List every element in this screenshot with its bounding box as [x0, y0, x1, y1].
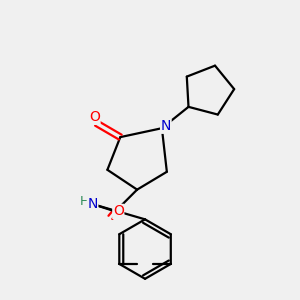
Text: N: N [161, 119, 171, 133]
Text: H: H [80, 195, 89, 208]
Text: O: O [89, 110, 100, 124]
Text: O: O [113, 204, 124, 218]
Text: N: N [87, 196, 98, 211]
